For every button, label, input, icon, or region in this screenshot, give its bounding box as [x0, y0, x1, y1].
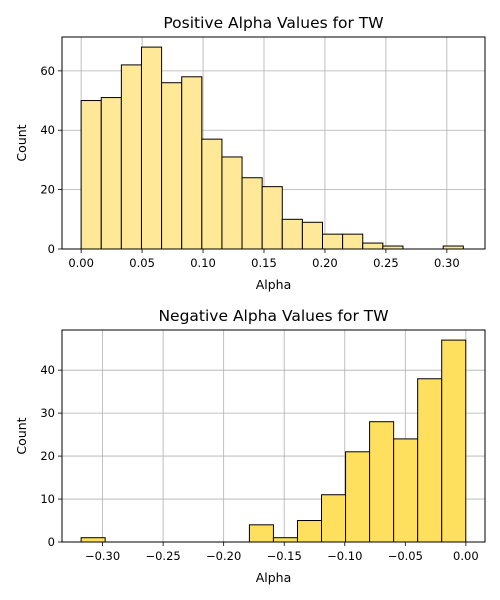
histogram-bar — [248, 524, 274, 543]
histogram-bar — [261, 186, 283, 250]
histogram-bars — [80, 46, 464, 250]
x-tick-label: −0.10 — [327, 549, 362, 563]
y-axis-ticks: 0 10 20 30 40 — [40, 363, 62, 549]
x-axis-label: Alpha — [256, 570, 292, 585]
x-tick-label: 0.05 — [129, 256, 155, 270]
plot-frame — [61, 36, 486, 250]
y-tick-label: 30 — [40, 406, 55, 420]
x-tick-label: 0.00 — [68, 256, 94, 270]
x-tick-label: 0.25 — [373, 256, 399, 270]
y-axis-label: Count — [14, 417, 29, 454]
histogram-bar — [120, 64, 142, 250]
x-tick-label: −0.20 — [206, 549, 241, 563]
y-tick-label: 10 — [40, 492, 55, 506]
x-tick-label: −0.15 — [267, 549, 302, 563]
x-axis-label: Alpha — [256, 277, 292, 292]
negative-alpha-histogram: −0.30 −0.25 −0.20 −0.15 −0.10 −0.05 0.00 0 10 20… — [14, 307, 486, 585]
y-tick-label: 60 — [40, 64, 55, 78]
x-tick-label: −0.05 — [388, 549, 423, 563]
chart-title: Positive Alpha Values for TW — [163, 14, 383, 32]
x-tick-label: 0.10 — [190, 256, 216, 270]
y-axis-label: Count — [14, 124, 29, 161]
histogram-bar — [301, 221, 324, 250]
y-tick-label: 0 — [48, 535, 55, 549]
x-tick-label: −0.30 — [85, 549, 120, 563]
x-tick-label: 0.00 — [453, 549, 479, 563]
y-tick-label: 20 — [40, 183, 55, 197]
y-tick-label: 40 — [40, 363, 55, 377]
x-axis-ticks: −0.30 −0.25 −0.20 −0.15 −0.10 −0.05 0.00 — [85, 542, 479, 563]
histogram-bar — [342, 233, 364, 250]
x-tick-label: 0.30 — [434, 256, 460, 270]
histogram-bar — [281, 218, 303, 250]
chart-title: Negative Alpha Values for TW — [158, 307, 388, 325]
histogram-bar — [161, 82, 183, 250]
x-axis-ticks: 0.00 0.05 0.10 0.15 0.20 0.25 0.30 — [68, 249, 460, 270]
histogram-bar — [140, 46, 163, 250]
histogram-bar — [241, 177, 263, 250]
histogram-bar — [221, 156, 243, 250]
y-axis-ticks: 0 20 40 60 — [40, 64, 62, 256]
histogram-bar — [181, 76, 203, 250]
histogram-bar — [80, 100, 102, 250]
x-tick-label: 0.20 — [312, 256, 338, 270]
histogram-bar — [362, 242, 384, 250]
histogram-bar — [272, 537, 298, 543]
plot-frame — [61, 329, 486, 543]
y-tick-label: 40 — [40, 123, 55, 137]
x-tick-label: 0.15 — [251, 256, 277, 270]
histogram-bar — [369, 421, 395, 543]
histogram-bar — [296, 520, 323, 543]
histogram-bar — [201, 138, 223, 250]
x-tick-label: −0.25 — [145, 549, 180, 563]
histogram-bar — [80, 537, 106, 543]
y-tick-label: 20 — [40, 449, 55, 463]
y-tick-label: 0 — [48, 242, 55, 256]
histogram-bar — [321, 494, 347, 543]
histogram-bar — [322, 233, 344, 250]
positive-alpha-histogram: 0.00 0.05 0.10 0.15 0.20 0.25 0.30 0 20 40 60 Pos… — [14, 14, 486, 292]
histogram-bar — [100, 97, 122, 250]
histogram-bar — [417, 378, 443, 543]
histogram-bar — [393, 438, 419, 543]
histogram-bar — [441, 339, 467, 543]
histogram-bar — [345, 451, 371, 543]
